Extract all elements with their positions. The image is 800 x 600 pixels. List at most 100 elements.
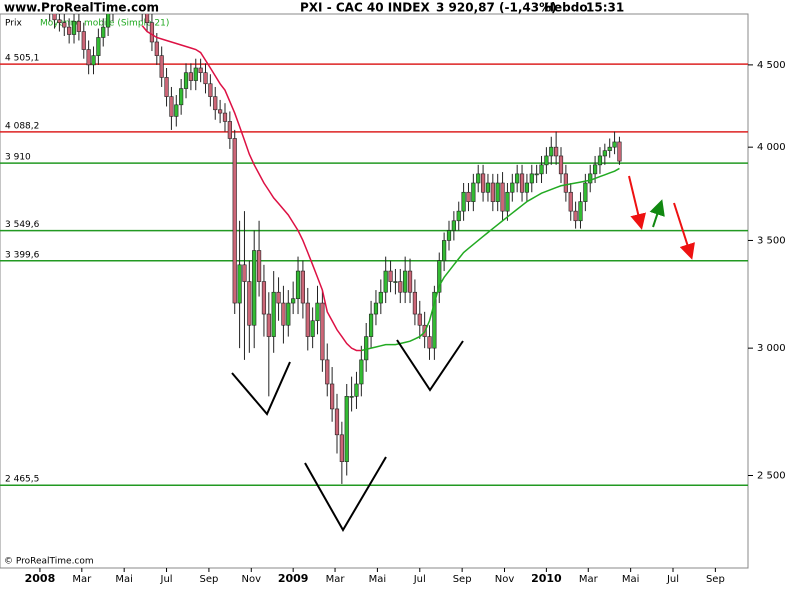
copyright: © ProRealTime.com [4,557,94,567]
x-tick-label: Mai [622,574,640,585]
candle-body [617,141,622,162]
candle-body [266,313,271,337]
candle-body [403,270,408,293]
candle-body [247,281,252,326]
candle-body [169,96,174,117]
candle-body [378,291,383,304]
candle-body [398,281,403,293]
moving-average [361,167,620,352]
candle-body [67,26,72,35]
pattern-v [304,456,387,532]
candle-body [218,109,223,114]
y-tick-label: 4 500 [757,60,786,71]
candle-body [295,270,301,300]
candle-body [373,302,379,315]
y-label: Prix [5,19,22,29]
candle-body [237,264,242,304]
candle-body [154,41,159,56]
candle-body [490,182,495,202]
candle-body [232,138,237,304]
candle-body [310,320,315,337]
candle-body [461,191,466,212]
x-tick-label: Mar [579,574,599,585]
candle-body [256,250,262,282]
candle-body [91,55,96,66]
candle-body [76,20,81,32]
x-tick-label: Nov [495,574,515,585]
x-tick-label: Sep [706,574,725,585]
candle-body [222,112,228,122]
candle-body [388,270,393,282]
candle-body [573,210,578,222]
candle-body [96,37,101,56]
candle-body [86,49,91,66]
x-tick-label: Mar [326,574,346,585]
candle-body [193,67,198,81]
y-tick-label: 4 000 [757,142,786,153]
candle-body [315,302,320,322]
candle-body [583,182,588,202]
candle-body [558,155,564,175]
candle-body [568,191,573,212]
candle-body [354,383,359,397]
arrow [673,202,695,260]
plot-area [0,14,748,486]
level-label: 2 465,5 [5,475,39,485]
candle-body [349,396,354,398]
candle-body [252,250,257,326]
candle-body [101,26,106,38]
candle-body [529,173,534,184]
candle-body [383,270,388,293]
candle-body [602,150,607,157]
candle-body [52,14,57,21]
level-label: 3 399,6 [5,250,40,260]
candle-body [519,173,525,193]
instrument: PXI - CAC 40 INDEX [300,1,430,15]
candle-body [359,359,364,385]
x-tick-label: 2008 [25,572,56,585]
candle-body [432,291,437,349]
candle-body [213,96,218,111]
y-tick-label: 3 000 [757,343,786,354]
x-tick-label: Mai [369,574,387,585]
moving-average [141,25,362,352]
pattern-v [396,339,464,392]
candle-body [164,77,169,97]
candle-body [106,14,111,28]
candle-body [174,104,179,117]
candle-body [476,173,481,184]
candle-body [344,396,349,462]
candle-body [261,281,267,315]
x-tick-label: Jul [413,574,426,585]
candle-body [442,240,447,262]
candle-body [456,210,461,222]
candle-body [466,191,471,202]
candle-body [534,173,539,176]
annotations [231,175,695,532]
x-tick-label: 2009 [278,572,309,585]
candle-body [607,146,612,151]
candle-body [320,302,325,361]
level-label: 4 088,2 [5,121,39,131]
candle-body [446,230,452,241]
candle-body [62,22,67,28]
candle-body [305,302,310,337]
level-label: 3 549,6 [5,220,40,230]
candle-body [300,270,306,304]
level-label: 4 505,1 [5,54,39,64]
candle-body [393,281,398,283]
candle-body [198,67,203,73]
x-tick-label: Sep [453,574,472,585]
candle-body [203,72,208,85]
candle-body [81,31,86,50]
candle-body [183,72,189,89]
candle-body [554,146,559,157]
candle-body [500,182,505,212]
candle-body [179,88,184,106]
candle-body [412,291,418,315]
candle-body [281,302,286,326]
y-tick-label: 2 500 [757,471,786,482]
candle-body [495,182,500,202]
legend-entry: Moyenne mobile (Simple 21) [40,19,169,29]
